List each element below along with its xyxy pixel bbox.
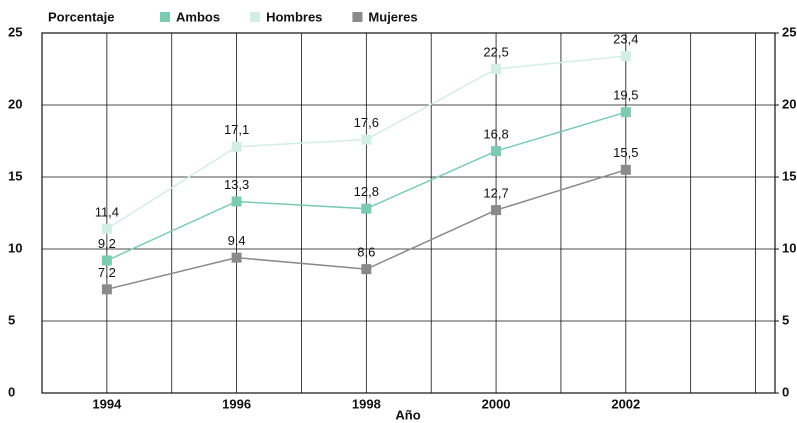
plot-area (41, 32, 776, 394)
data-label: 19,5 (613, 88, 638, 103)
x-axis-label: Año (395, 407, 420, 422)
legend-label: Mujeres (368, 9, 417, 24)
data-label: 17,6 (354, 115, 379, 130)
point-marker (491, 146, 502, 157)
y2-tick-label: 25 (782, 24, 796, 39)
legend-swatch (352, 12, 363, 22)
data-label: 22,5 (483, 44, 508, 59)
data-label: 12,8 (354, 184, 379, 199)
point-marker (361, 203, 372, 214)
data-label: 12,7 (483, 186, 508, 201)
data-label: 8,6 (357, 245, 375, 260)
point-marker (231, 196, 242, 207)
point-marker (491, 64, 502, 74)
data-label: 16,8 (483, 127, 508, 142)
legend-label: Hombres (266, 9, 322, 24)
y2-tick-label: 15 (782, 168, 796, 183)
data-label: 7,2 (98, 265, 116, 280)
data-label: 23,4 (613, 31, 638, 46)
point-marker (620, 51, 631, 62)
point-marker (231, 141, 242, 152)
data-label: 17,1 (224, 122, 249, 137)
legend-label: Ambos (176, 9, 220, 24)
y2-tick-label: 20 (782, 96, 796, 111)
x-tick-label: 2000 (482, 396, 511, 411)
data-label: 9,4 (228, 233, 246, 248)
point-marker (620, 164, 631, 175)
point-marker (620, 107, 631, 118)
data-label: 9,2 (98, 236, 116, 251)
y-tick-label: 10 (8, 240, 22, 255)
point-marker (101, 223, 112, 234)
y-tick-label: 25 (8, 24, 22, 39)
point-marker (101, 284, 112, 295)
y2-tick-label: 5 (782, 312, 789, 327)
y-tick-label: 5 (8, 312, 15, 327)
y-tick-label: 20 (8, 96, 22, 111)
data-label: 11,4 (95, 204, 119, 219)
x-tick-label: 2002 (611, 396, 640, 411)
y-axis-label: Porcentaje (48, 9, 114, 24)
data-label: 15,5 (613, 145, 638, 160)
point-marker (231, 252, 242, 263)
data-label: 13,3 (224, 177, 249, 192)
x-tick-label: 1994 (92, 396, 122, 411)
x-tick-label: 1998 (352, 396, 381, 411)
point-marker (491, 205, 502, 216)
y-tick-label: 0 (8, 384, 15, 399)
x-tick-label: 1996 (222, 396, 251, 411)
y2-tick-label: 10 (782, 240, 796, 255)
legend-swatch (160, 12, 170, 22)
point-marker (101, 255, 112, 266)
legend-swatch (250, 12, 261, 22)
y-tick-label: 15 (8, 168, 22, 183)
y2-tick-label: 0 (782, 384, 789, 399)
point-marker (361, 264, 372, 275)
point-marker (361, 134, 372, 145)
